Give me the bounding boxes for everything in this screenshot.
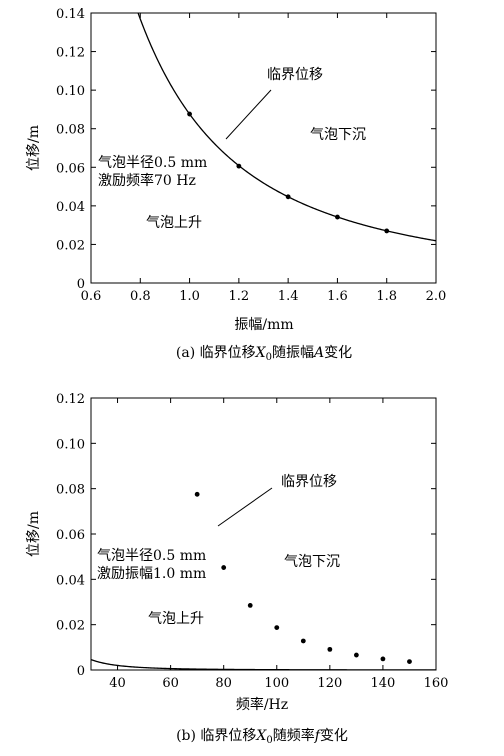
panel-b-xtick-label: 80 <box>215 676 232 691</box>
panel-b-xtick-label: 140 <box>371 676 396 691</box>
panel-b-ytick-label: 0.12 <box>56 392 85 407</box>
panel-a-annot-param-1: 气泡半径0.5 mm <box>98 155 207 171</box>
panel-a-annot-param-2: 激励频率70 Hz <box>98 172 196 189</box>
panel-b-annotation-leader <box>217 487 273 527</box>
panel-b-ytick-label: 0.10 <box>56 437 85 452</box>
panel-b-annot-param-1: 气泡半径0.5 mm <box>97 548 206 564</box>
panel-a-xtick-label: 1.0 <box>179 289 200 304</box>
panel-b-ytick-label: 0 <box>77 664 85 679</box>
panel-a-ytick-label: 0.06 <box>56 161 85 176</box>
panel-b-data-point <box>327 646 333 652</box>
panel-b-data-point <box>274 625 280 631</box>
panel-a-frame <box>90 12 437 284</box>
panel-b-ticks: 40 60 80 100 120 140 160 0 0.02 0.04 0.06 0.08 0.10 0… <box>56 392 448 691</box>
panel-b-ytick-label: 0.06 <box>56 528 85 543</box>
panel-b-annot-region-below: 气泡上升 <box>148 611 204 627</box>
panel-a-data-point <box>187 111 192 117</box>
panel-b-data-point <box>194 491 200 497</box>
panel-b-data-point <box>407 659 412 665</box>
panel-a-critical-curve <box>137 13 436 242</box>
panel-a-ytick-label: 0.10 <box>56 84 85 99</box>
panel-a-xtick-label: 0.6 <box>81 289 102 304</box>
panel-b-xtick-label: 60 <box>162 676 179 691</box>
panel-a-ticks: 0.6 0.8 1.0 1.2 1.4 1.6 1.8 2.0 0 0.02 0.04 0.06 0.0… <box>56 7 446 304</box>
panel-a-ytick-label: 0.14 <box>56 7 85 22</box>
panel-b-points <box>194 491 412 665</box>
panel-a: 0.6 0.8 1.0 1.2 1.4 1.6 1.8 2.0 0 0.02 0.04 0.06 0.0… <box>26 7 446 363</box>
panel-a-xtick-label: 2.0 <box>426 289 447 304</box>
panel-b-annot-region-above: 气泡下沉 <box>284 554 340 570</box>
panel-a-xtick-label: 0.8 <box>130 289 151 304</box>
panel-b-xtick-label: 40 <box>109 676 126 691</box>
panel-b-xtick-label: 100 <box>264 676 289 691</box>
panel-a-data-point <box>335 214 340 220</box>
panel-b-annot-param-2: 激励振幅1.0 mm <box>97 565 206 582</box>
panel-b: 40 60 80 100 120 140 160 0 0.02 0.04 0.06 0.08 0.10 0… <box>26 392 448 746</box>
panel-a-xtick-label: 1.4 <box>278 289 299 304</box>
panel-b-xtick-label: 160 <box>424 676 449 691</box>
panel-b-caption: (b) 临界位移X0随频率f变化 <box>176 727 348 746</box>
panel-b-xlabel: 频率/Hz <box>236 696 288 713</box>
panel-a-points <box>187 111 390 234</box>
panel-a-ytick-label: 0.12 <box>56 46 85 61</box>
panel-b-data-point <box>300 638 306 644</box>
panel-a-annotation-leader <box>225 89 272 140</box>
panel-a-xtick-label: 1.2 <box>229 289 250 304</box>
panel-b-ytick-label: 0.02 <box>56 619 85 634</box>
panel-a-caption: (a) 临界位移X0随振幅A变化 <box>176 345 352 363</box>
panel-a-annot-region-below: 气泡上升 <box>146 215 202 231</box>
panel-b-xtick-label: 120 <box>317 676 342 691</box>
panel-a-ytick-label: 0.04 <box>56 200 85 215</box>
panel-b-data-point <box>247 603 253 608</box>
panel-b-data-point <box>353 652 359 658</box>
panel-a-data-point <box>384 228 390 234</box>
panel-a-xtick-label: 1.6 <box>327 289 348 304</box>
panel-b-ylabel: 位移/m <box>26 511 42 557</box>
panel-a-annot-critical: 临界位移 <box>267 67 323 83</box>
panel-a-data-point <box>236 163 242 169</box>
panel-b-frame <box>90 397 437 671</box>
panel-a-xtick-label: 1.8 <box>376 289 397 304</box>
panel-a-ylabel: 位移/m <box>26 125 42 171</box>
panel-b-critical-curve <box>91 658 436 670</box>
panel-b-ytick-label: 0.04 <box>56 573 85 588</box>
panel-a-annot-region-above: 气泡下沉 <box>310 127 366 143</box>
panel-b-ytick-label: 0.08 <box>56 483 85 498</box>
panel-a-ytick-label: 0.02 <box>56 238 85 253</box>
panel-a-data-point <box>285 194 291 200</box>
panel-b-annot-critical: 临界位移 <box>281 474 337 490</box>
panel-a-ytick-label: 0 <box>77 277 85 292</box>
panel-b-data-point <box>221 565 227 570</box>
panel-a-xlabel: 振幅/mm <box>234 317 293 333</box>
panel-b-data-point <box>380 656 386 662</box>
panel-a-ytick-label: 0.08 <box>56 123 85 138</box>
